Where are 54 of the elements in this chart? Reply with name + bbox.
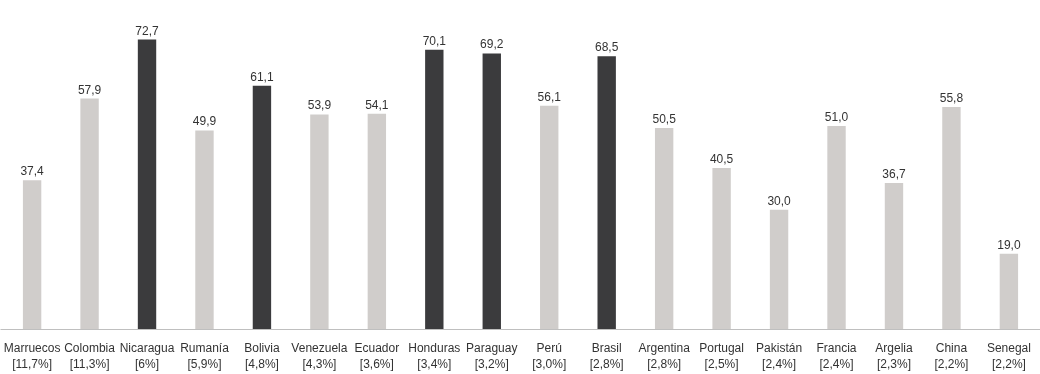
- x-tick-label: Nicaragua [6%]: [119, 340, 175, 372]
- data-label: 49,9: [192, 114, 217, 129]
- data-label: 70,1: [422, 33, 447, 48]
- data-label: 72,7: [135, 23, 160, 38]
- x-tick-label: Senegal [2,2%]: [986, 340, 1031, 372]
- x-tick-label: Colombia [11,3%]: [64, 340, 116, 372]
- bar: [137, 39, 157, 330]
- bar: [999, 253, 1019, 330]
- x-tick-label: Venezuela [4,3%]: [291, 340, 348, 372]
- x-tick-label: Pakistán [2,4%]: [756, 340, 803, 372]
- x-tick-label: Francia [2,4%]: [816, 340, 857, 372]
- x-tick-label: Bolivia [4,8%]: [244, 340, 280, 372]
- bar: [22, 180, 42, 330]
- bar: [769, 209, 789, 330]
- bar: [884, 183, 904, 330]
- data-label: 56,1: [537, 89, 562, 104]
- data-label: 68,5: [595, 40, 619, 55]
- bar: [827, 126, 846, 330]
- bar: [597, 56, 616, 330]
- bar: [482, 53, 501, 330]
- x-tick-label: Honduras [3,4%]: [408, 340, 461, 372]
- data-label: 55,8: [939, 90, 964, 105]
- x-tick-label: Argentina [2,8%]: [638, 340, 691, 372]
- bar: [80, 98, 99, 330]
- bar: [367, 113, 387, 330]
- data-label: 30,0: [767, 193, 792, 208]
- data-label: 37,4: [20, 164, 45, 179]
- x-tick-label: Ecuador [3,6%]: [354, 340, 400, 372]
- data-label: 40,5: [709, 151, 734, 166]
- bar: [540, 105, 559, 330]
- bar: [195, 130, 214, 330]
- x-tick-label: Portugal [2,5%]: [699, 340, 744, 372]
- bar: [252, 85, 272, 330]
- x-tick-label: Rumanía [5,9%]: [180, 340, 230, 372]
- bar: [425, 49, 444, 330]
- x-tick-label: Perú [3,0%]: [532, 340, 567, 372]
- x-tick-label: China [2,2%]: [934, 340, 969, 372]
- bar: [310, 114, 329, 330]
- bar: [712, 167, 731, 330]
- data-label: 54,1: [365, 97, 389, 112]
- x-tick-label: Brasil [2,8%]: [589, 340, 624, 372]
- data-label: 61,1: [250, 69, 274, 84]
- data-label: 53,9: [307, 98, 332, 113]
- data-label: 36,7: [882, 167, 906, 182]
- x-tick-label: Marruecos [11,7%]: [3, 340, 61, 372]
- data-label: 69,2: [480, 37, 504, 52]
- data-label: 57,9: [77, 82, 102, 97]
- data-label: 51,0: [824, 110, 849, 125]
- bar: [654, 128, 674, 330]
- x-tick-label: Paraguay [3,2%]: [466, 340, 518, 372]
- data-label: 19,0: [997, 237, 1021, 252]
- x-tick-label: Argelia [2,3%]: [875, 340, 913, 372]
- bar: [942, 106, 961, 330]
- data-label: 50,5: [652, 112, 677, 127]
